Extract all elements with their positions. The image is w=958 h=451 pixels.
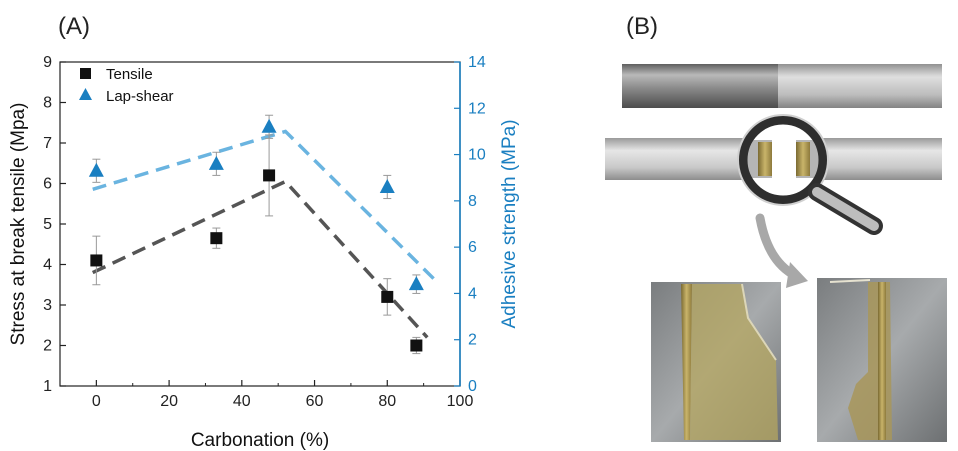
trendline-lap-shear bbox=[92, 129, 436, 281]
point-tensile-3 bbox=[381, 290, 394, 303]
x-tick-label-2: 40 bbox=[233, 393, 251, 410]
trend-layer bbox=[91, 129, 436, 339]
y2-tick-label-6: 12 bbox=[468, 100, 486, 117]
point-lap-shear-0 bbox=[88, 162, 104, 177]
y2-tick-label-4: 8 bbox=[468, 193, 477, 210]
photo-closeup-left bbox=[651, 282, 781, 442]
y2-tick-label-3: 6 bbox=[468, 239, 477, 256]
point-lap-shear-1 bbox=[208, 155, 224, 170]
panel-a-label: (A) bbox=[58, 13, 90, 40]
y2-tick-label-0: 0 bbox=[468, 378, 477, 395]
y2-axis-title: Adhesive strength (MPa) bbox=[499, 119, 520, 328]
error-bars bbox=[92, 114, 421, 355]
point-lap-shear-3 bbox=[379, 178, 395, 193]
x-tick-label-5: 100 bbox=[447, 393, 474, 410]
photo-specimen-intact bbox=[622, 64, 942, 108]
point-tensile-0 bbox=[90, 254, 103, 267]
y-tick-label-7: 8 bbox=[43, 95, 52, 112]
trendline-tensile bbox=[91, 179, 429, 339]
magnifier-icon bbox=[737, 114, 883, 235]
point-tensile-2 bbox=[263, 169, 276, 182]
point-lap-shear-2 bbox=[261, 118, 277, 133]
x-axis-title: Carbonation (%) bbox=[191, 430, 329, 451]
y2-ticks: 0 2 4 6 8 10 12 14 bbox=[454, 54, 486, 395]
plot-frame bbox=[59, 61, 461, 387]
y-axis-title: Stress at break tensile (Mpa) bbox=[8, 103, 29, 346]
point-tensile-1 bbox=[210, 232, 223, 245]
y2-tick-label-1: 2 bbox=[468, 332, 477, 349]
legend: Tensile Lap-shear bbox=[79, 66, 174, 105]
legend-label-lap-shear: Lap-shear bbox=[106, 88, 174, 105]
y-tick-label-1: 2 bbox=[43, 338, 52, 355]
photo-closeup-right bbox=[817, 278, 947, 442]
legend-label-tensile: Tensile bbox=[106, 66, 153, 83]
x-tick-label-3: 60 bbox=[306, 393, 324, 410]
y-tick-label-4: 5 bbox=[43, 216, 52, 233]
y-ticks: 1 2 3 4 5 6 7 8 9 bbox=[43, 54, 66, 395]
legend-marker-tensile bbox=[80, 68, 91, 79]
y-tick-label-5: 6 bbox=[43, 176, 52, 193]
y2-tick-label-5: 10 bbox=[468, 147, 486, 164]
legend-marker-lap-shear bbox=[79, 88, 92, 100]
y2-tick-label-7: 14 bbox=[468, 54, 486, 71]
point-lap-shear-4 bbox=[408, 276, 424, 291]
y-tick-label-0: 1 bbox=[43, 378, 52, 395]
y2-tick-label-2: 4 bbox=[468, 285, 477, 302]
y-tick-label-6: 7 bbox=[43, 135, 52, 152]
y-tick-label-8: 9 bbox=[43, 54, 52, 71]
y-tick-label-2: 3 bbox=[43, 297, 52, 314]
x-tick-label-4: 80 bbox=[378, 393, 396, 410]
x-ticks: 0 20 40 60 80 100 bbox=[59, 380, 474, 410]
x-tick-label-1: 20 bbox=[160, 393, 178, 410]
markers bbox=[88, 118, 424, 352]
point-tensile-4 bbox=[410, 339, 423, 352]
y-tick-label-3: 4 bbox=[43, 257, 52, 274]
x-tick-label-0: 0 bbox=[92, 393, 101, 410]
panel-b-label: (B) bbox=[626, 13, 658, 40]
curved-arrow-icon bbox=[755, 213, 808, 288]
